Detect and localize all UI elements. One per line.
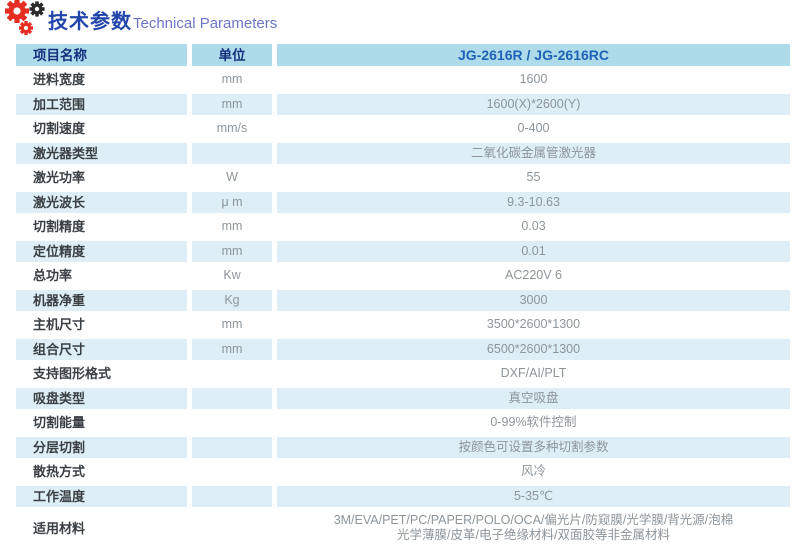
table-row: 适用材料 3M/EVA/PET/PC/PAPER/POLO/OCA/偏光片/防窥… bbox=[16, 510, 790, 546]
param-unit: mm bbox=[192, 216, 272, 238]
param-unit: mm bbox=[192, 69, 272, 91]
table-row: 主机尺寸 mm 3500*2600*1300 bbox=[16, 314, 790, 336]
param-unit bbox=[192, 510, 272, 546]
table-header-row: 项目名称 单位 JG-2616R / JG-2616RC bbox=[16, 44, 790, 66]
table-row: 加工范围 mm 1600(X)*2600(Y) bbox=[16, 93, 790, 115]
page-title-english: Technical Parameters bbox=[133, 15, 278, 32]
param-name: 进料宽度 bbox=[16, 69, 187, 91]
table-body: 进料宽度 mm 1600 加工范围 mm 1600(X)*2600(Y) 切割速… bbox=[16, 69, 790, 546]
column-header-unit: 单位 bbox=[192, 44, 272, 66]
table-row: 激光功率 W 55 bbox=[16, 167, 790, 189]
param-unit bbox=[192, 363, 272, 385]
table-row: 定位精度 mm 0.01 bbox=[16, 240, 790, 262]
param-unit bbox=[192, 436, 272, 458]
param-name: 切割速度 bbox=[16, 118, 187, 140]
param-unit: mm bbox=[192, 93, 272, 115]
table-row: 工作温度 5-35℃ bbox=[16, 485, 790, 507]
table-row: 支持图形格式 DXF/AI/PLT bbox=[16, 363, 790, 385]
param-value: 风冷 bbox=[277, 461, 790, 483]
param-name: 分层切割 bbox=[16, 436, 187, 458]
param-unit bbox=[192, 461, 272, 483]
param-unit bbox=[192, 412, 272, 434]
param-name: 机器净重 bbox=[16, 289, 187, 311]
param-value: 0.03 bbox=[277, 216, 790, 238]
table-row: 散热方式 风冷 bbox=[16, 461, 790, 483]
param-value: 3500*2600*1300 bbox=[277, 314, 790, 336]
param-value: AC220V 6 bbox=[277, 265, 790, 287]
table-row: 激光器类型 二氧化碳金属管激光器 bbox=[16, 142, 790, 164]
param-name: 适用材料 bbox=[16, 510, 187, 546]
spec-table: 项目名称 单位 JG-2616R / JG-2616RC 进料宽度 mm 160… bbox=[16, 44, 790, 546]
param-unit: Kg bbox=[192, 289, 272, 311]
param-unit: mm bbox=[192, 314, 272, 336]
gears-icon bbox=[2, 0, 48, 39]
param-value: 二氧化碳金属管激光器 bbox=[277, 142, 790, 164]
param-unit bbox=[192, 387, 272, 409]
page-title: 技术参数 Technical Parameters bbox=[48, 5, 277, 34]
param-name: 切割能量 bbox=[16, 412, 187, 434]
param-value: 0.01 bbox=[277, 240, 790, 262]
param-name: 切割精度 bbox=[16, 216, 187, 238]
param-unit bbox=[192, 142, 272, 164]
param-value: 3M/EVA/PET/PC/PAPER/POLO/OCA/偏光片/防窥膜/光学膜… bbox=[277, 510, 790, 546]
table-row: 切割速度 mm/s 0-400 bbox=[16, 118, 790, 140]
param-name: 激光波长 bbox=[16, 191, 187, 213]
param-value: 55 bbox=[277, 167, 790, 189]
param-value: DXF/AI/PLT bbox=[277, 363, 790, 385]
table-row: 分层切割 按颜色可设置多种切割参数 bbox=[16, 436, 790, 458]
table-row: 切割能量 0-99%软件控制 bbox=[16, 412, 790, 434]
table-row: 激光波长 μ m 9.3-10.63 bbox=[16, 191, 790, 213]
param-unit: μ m bbox=[192, 191, 272, 213]
param-unit bbox=[192, 485, 272, 507]
param-name: 散热方式 bbox=[16, 461, 187, 483]
param-unit: W bbox=[192, 167, 272, 189]
column-header-name: 项目名称 bbox=[16, 44, 187, 66]
table-row: 进料宽度 mm 1600 bbox=[16, 69, 790, 91]
param-name: 组合尺寸 bbox=[16, 338, 187, 360]
param-name: 总功率 bbox=[16, 265, 187, 287]
param-name: 定位精度 bbox=[16, 240, 187, 262]
param-value: 1600 bbox=[277, 69, 790, 91]
param-value: 5-35℃ bbox=[277, 485, 790, 507]
param-value: 9.3-10.63 bbox=[277, 191, 790, 213]
param-value: 0-99%软件控制 bbox=[277, 412, 790, 434]
table-row: 吸盘类型 真空吸盘 bbox=[16, 387, 790, 409]
param-value: 3000 bbox=[277, 289, 790, 311]
page-header: 技术参数 Technical Parameters bbox=[0, 0, 800, 44]
param-name: 激光功率 bbox=[16, 167, 187, 189]
param-unit: mm bbox=[192, 338, 272, 360]
param-name: 吸盘类型 bbox=[16, 387, 187, 409]
param-value: 0-400 bbox=[277, 118, 790, 140]
param-unit: Kw bbox=[192, 265, 272, 287]
param-name: 工作温度 bbox=[16, 485, 187, 507]
param-value: 1600(X)*2600(Y) bbox=[277, 93, 790, 115]
table-row: 机器净重 Kg 3000 bbox=[16, 289, 790, 311]
param-name: 激光器类型 bbox=[16, 142, 187, 164]
table-row: 切割精度 mm 0.03 bbox=[16, 216, 790, 238]
param-unit: mm/s bbox=[192, 118, 272, 140]
param-name: 加工范围 bbox=[16, 93, 187, 115]
param-value: 按颜色可设置多种切割参数 bbox=[277, 436, 790, 458]
column-header-model: JG-2616R / JG-2616RC bbox=[277, 44, 790, 66]
param-name: 主机尺寸 bbox=[16, 314, 187, 336]
param-value: 真空吸盘 bbox=[277, 387, 790, 409]
table-row: 组合尺寸 mm 6500*2600*1300 bbox=[16, 338, 790, 360]
page-title-chinese: 技术参数 bbox=[48, 11, 132, 33]
param-unit: mm bbox=[192, 240, 272, 262]
param-name: 支持图形格式 bbox=[16, 363, 187, 385]
param-value: 6500*2600*1300 bbox=[277, 338, 790, 360]
table-row: 总功率 Kw AC220V 6 bbox=[16, 265, 790, 287]
